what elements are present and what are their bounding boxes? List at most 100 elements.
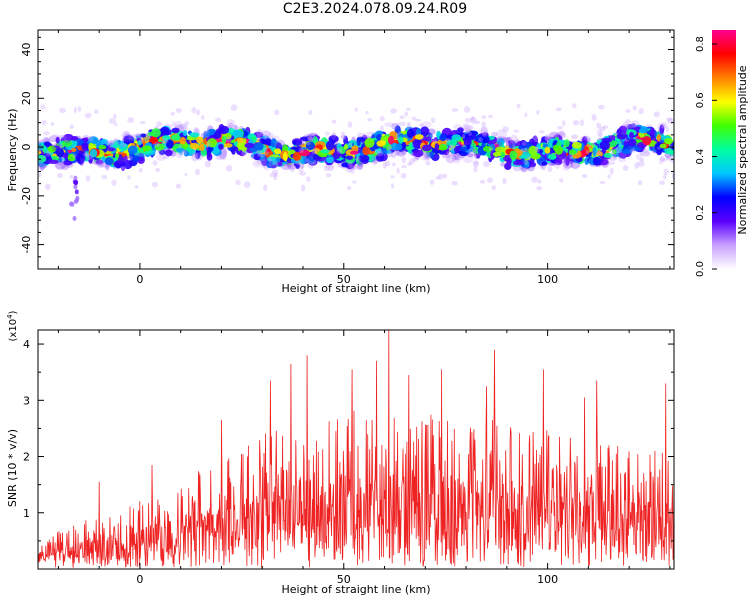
x-tick-label: 50: [337, 573, 351, 586]
spectrogram-cell: [660, 125, 667, 129]
x-tick-label: 50: [337, 273, 351, 286]
spectrogram-cell: [387, 150, 393, 158]
spectrogram-cell: [388, 135, 395, 145]
spectrogram-cell: [161, 138, 169, 145]
spectrogram-cell: [151, 128, 161, 138]
spectrogram-cell: [467, 133, 477, 140]
spectrogram-cell: [299, 171, 307, 176]
spectrogram-cell: [575, 157, 583, 162]
spectrogram-cell: [263, 150, 269, 156]
spectrogram-cell: [195, 152, 203, 161]
snr-y-scale-exponent: 4: [6, 314, 14, 319]
spectrogram-cell: [309, 134, 315, 142]
colorbar-label: Normalized spectral amplitude: [736, 65, 749, 234]
spectrogram-cell: [438, 144, 448, 151]
spectrogram-cell: [156, 143, 161, 148]
spectrogram-cell: [50, 122, 55, 126]
spectrogram-cell: [41, 120, 47, 125]
spectrogram-cell: [295, 160, 301, 166]
spectrogram-cell: [184, 120, 189, 127]
spectrogram-cell: [556, 141, 562, 148]
spectrogram-cell: [625, 119, 631, 124]
spectrogram-cell: [598, 131, 603, 138]
spectrogram-cell: [170, 111, 175, 116]
spectrogram-cell: [152, 160, 158, 166]
spectrogram-cell: [52, 142, 63, 152]
spectrogram-cell: [481, 135, 490, 144]
spectrogram-cell: [341, 135, 347, 140]
spectrogram-cell: [98, 145, 107, 150]
spectrogram-cell: [176, 152, 183, 158]
spectrogram-cell: [305, 141, 315, 151]
spectrogram-cell: [474, 120, 480, 124]
spectrogram-cell: [69, 124, 74, 129]
spectrogram-cell: [559, 130, 565, 137]
spectrogram-cell: [408, 158, 415, 165]
spectrogram-cell: [89, 148, 98, 158]
spectrogram-cell: [630, 120, 640, 128]
spectrogram-cell: [140, 133, 147, 138]
spectrogram-cell: [215, 117, 222, 123]
spectrogram-cell: [562, 120, 566, 127]
spectrogram-cell: [599, 126, 606, 132]
spectrogram-cell: [536, 149, 544, 154]
spectrogram-cell: [435, 176, 440, 180]
spectrogram-cell: [274, 109, 280, 116]
spectrogram-cell: [520, 166, 528, 173]
spectrogram-cell: [666, 148, 674, 154]
spectrogram-y-axis-label: Frequency (Hz): [6, 109, 19, 192]
spectrogram-cell: [77, 106, 82, 112]
spectrogram-cell: [666, 117, 673, 122]
snr-frame: [37, 329, 675, 570]
spectrogram-cell: [354, 156, 361, 161]
spectrogram-cell: [71, 147, 77, 153]
spectrogram-cell: [347, 121, 353, 128]
spectrogram-cell: [357, 132, 364, 138]
y-tick-label: 20: [20, 91, 33, 105]
spectrogram-cell: [473, 165, 478, 173]
spectrogram-cell: [175, 183, 182, 189]
spectrogram-cell: [512, 144, 516, 150]
spectrogram-cell: [400, 172, 407, 179]
spectrogram-cell: [231, 148, 236, 155]
spectrogram-cell: [194, 150, 201, 160]
spectrogram-cell: [343, 135, 348, 146]
spectrogram-cell: [376, 153, 385, 162]
spectrogram-cell: [138, 167, 143, 173]
spectrogram-cell: [113, 113, 117, 119]
spectrogram-cell: [188, 149, 196, 155]
y-tick-label: 40: [20, 43, 33, 57]
spectrogram-cell: [621, 148, 633, 155]
spectrogram-cell: [56, 172, 63, 178]
spectrogram-cell: [544, 146, 551, 154]
spectrogram-cell: [87, 135, 94, 142]
spectrogram-cell: [145, 133, 150, 138]
spectrogram-cell: [479, 179, 486, 184]
spectrogram-cell: [380, 125, 384, 132]
y-tick-label: -40: [20, 236, 33, 254]
spectrogram-cell: [623, 124, 634, 129]
spectrogram-cell: [432, 138, 438, 143]
spectrogram-cell: [62, 133, 72, 144]
spectrogram-cell: [200, 115, 205, 120]
spectrogram-cell: [225, 136, 232, 143]
spectrogram-cell: [312, 160, 317, 165]
spectrogram-cell: [642, 147, 649, 154]
spectrogram-cell: [639, 157, 644, 162]
spectrogram-cell: [656, 134, 662, 142]
spectrogram-cell: [527, 155, 531, 161]
spectrogram-cell: [86, 153, 93, 160]
spectrogram-cell: [597, 151, 603, 157]
spectrogram-cell: [657, 146, 662, 150]
spectrogram-cell: [105, 140, 115, 145]
spectrogram-y-ticks: -40 -20 0 20 40: [20, 36, 674, 258]
spectrogram-cell: [362, 146, 371, 156]
spectrogram-cell: [270, 138, 277, 148]
spectrogram-cell: [490, 150, 495, 160]
spectrogram-cell: [502, 177, 507, 185]
spectrogram-cell: [286, 160, 294, 168]
spectrogram-cell: [664, 138, 673, 145]
spectrogram-cell: [58, 156, 63, 163]
spectrogram-cell: [529, 161, 537, 168]
spectrogram-cell: [548, 153, 557, 160]
